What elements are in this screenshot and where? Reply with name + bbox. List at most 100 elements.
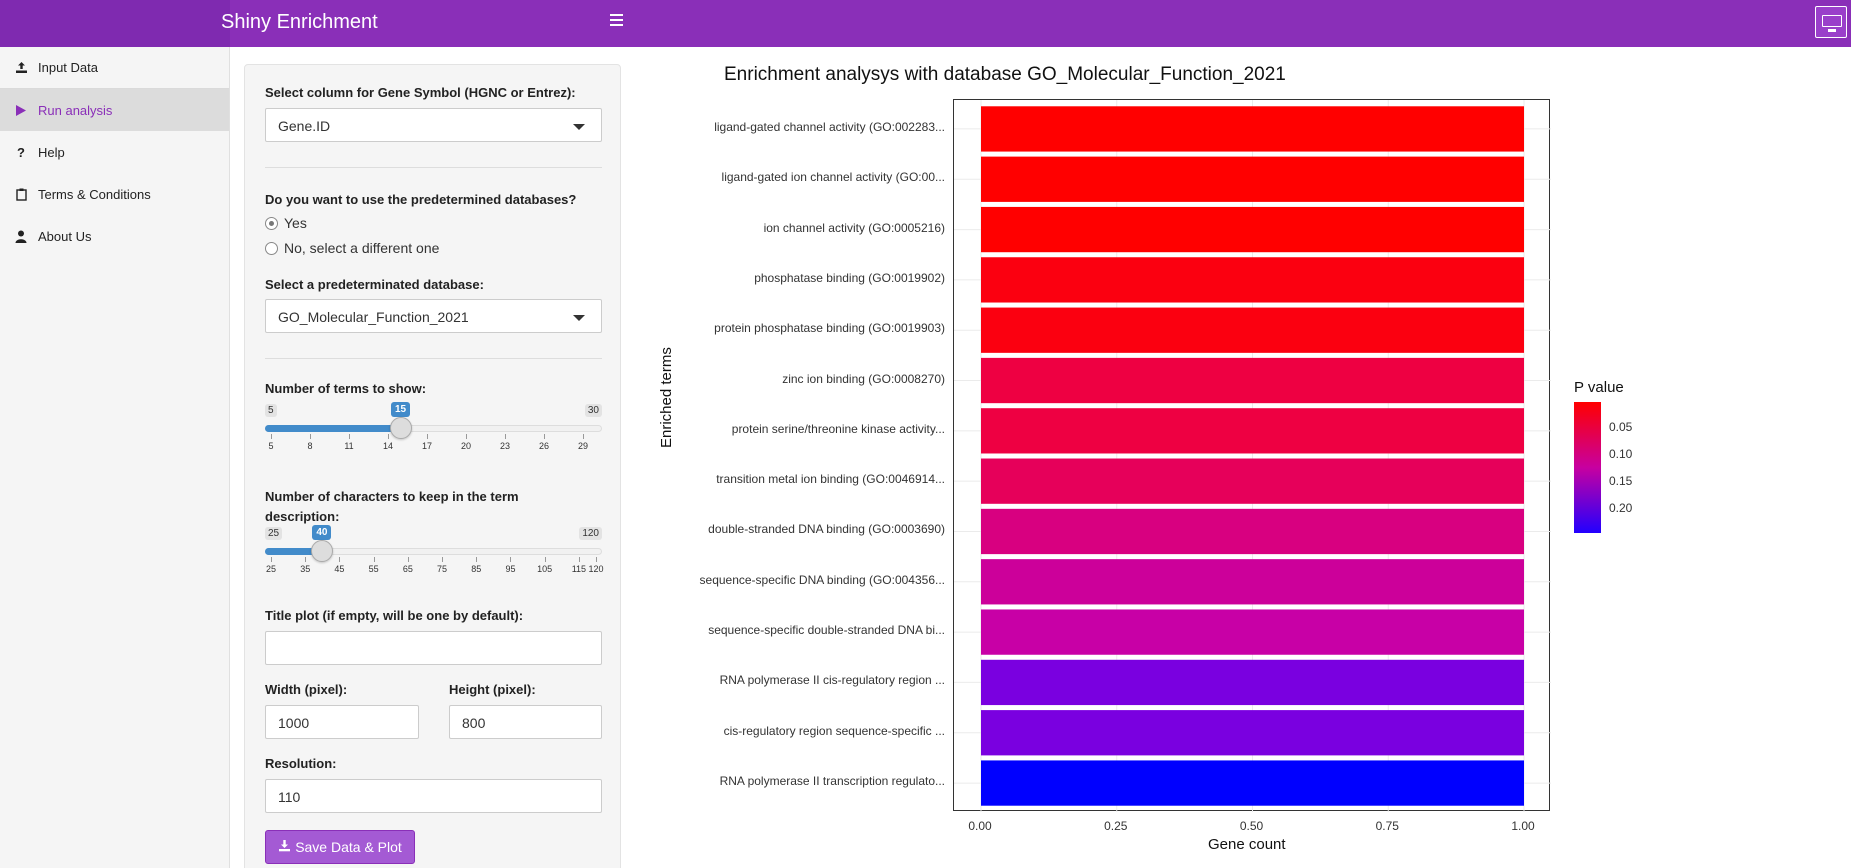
sidebar-item-label: Help xyxy=(38,144,65,160)
category-label: RNA polymerase II cis-regulatory region … xyxy=(719,673,945,688)
sidebar-item-label: Run analysis xyxy=(38,102,113,118)
height-input[interactable]: 800 xyxy=(449,705,602,739)
bar xyxy=(981,156,1524,202)
terms-slider[interactable]: 5 30 15 5 8 11 14 17 20 23 26 29 xyxy=(265,402,602,464)
database-select[interactable]: GO_Molecular_Function_2021 xyxy=(265,299,602,333)
slider-tick xyxy=(505,434,506,439)
legend-tick-label: 0.10 xyxy=(1609,447,1633,461)
divider xyxy=(265,358,602,359)
slider-tick xyxy=(442,557,444,562)
slider-tick-label: 17 xyxy=(421,441,433,451)
chars-label-line2: description: xyxy=(265,509,340,524)
resolution-input[interactable]: 110 xyxy=(265,779,602,813)
slider-tick xyxy=(544,557,546,562)
slider-min: 5 xyxy=(265,404,277,417)
bar xyxy=(981,508,1524,555)
radio-unchecked-icon xyxy=(265,241,278,255)
slider-tick xyxy=(305,557,307,562)
slider-tick xyxy=(310,434,311,439)
title-plot-label: Title plot (if empty, will be one by def… xyxy=(265,608,524,623)
chars-slider[interactable]: 25 120 40 25 35 45 55 65 75 85 95 105 115 120 xyxy=(265,525,604,587)
slider-tick-label: 8 xyxy=(307,441,313,451)
slider-tick-label: 65 xyxy=(402,564,413,574)
category-label: ligand-gated ion channel activity (GO:00… xyxy=(721,170,945,185)
slider-tick-label: 105 xyxy=(537,564,553,574)
slider-tick xyxy=(476,557,478,562)
resolution-label: Resolution: xyxy=(265,756,337,771)
x-tick-label: 0.75 xyxy=(1375,819,1399,833)
slider-tick-label: 14 xyxy=(382,441,394,451)
sidebar-item-terms[interactable]: Terms & Conditions xyxy=(0,173,229,215)
category-label: phosphatase binding (GO:0019902) xyxy=(754,270,945,285)
bar xyxy=(981,458,1524,504)
slider-tick xyxy=(339,557,341,562)
user-icon xyxy=(14,229,28,243)
university-logo-icon xyxy=(1815,6,1847,38)
radio-no[interactable]: No, select a different one xyxy=(265,240,439,256)
category-label: sequence-specific double-stranded DNA bi… xyxy=(708,623,945,638)
question-icon: ? xyxy=(17,144,25,160)
top-header: Shiny Enrichment xyxy=(0,0,1851,47)
slider-tick-label: 95 xyxy=(505,564,516,574)
app-title: Shiny Enrichment xyxy=(221,11,378,33)
slider-tick xyxy=(271,434,272,439)
title-plot-input[interactable] xyxy=(265,631,602,665)
bar xyxy=(981,307,1524,353)
category-label: ion channel activity (GO:0005216) xyxy=(763,220,945,235)
x-axis-label: Gene count xyxy=(1208,836,1286,853)
slider-tick xyxy=(349,434,350,439)
bar xyxy=(981,760,1524,806)
sidebar-item-run-analysis[interactable]: Run analysis xyxy=(0,89,229,131)
slider-tick-label: 120 xyxy=(588,564,604,574)
slider-tick-label: 5 xyxy=(268,441,274,451)
slider-tick xyxy=(466,434,467,439)
x-tick-label: 1.00 xyxy=(1511,819,1535,833)
database-value: GO_Molecular_Function_2021 xyxy=(278,309,469,325)
slider-tick-label: 23 xyxy=(499,441,511,451)
category-label: protein serine/threonine kinase activity… xyxy=(731,421,945,436)
slider-tick-label: 35 xyxy=(300,564,311,574)
slider-tick xyxy=(510,557,512,562)
slider-handle[interactable] xyxy=(390,417,412,439)
sidebar-item-help[interactable]: ? Help xyxy=(0,131,229,173)
y-axis-label: Enriched terms xyxy=(658,347,675,448)
slider-tick xyxy=(578,557,580,562)
sidebar-item-input-data[interactable]: Input Data xyxy=(0,47,229,89)
save-data-plot-button[interactable]: Save Data & Plot xyxy=(265,830,415,864)
sidebar: Input Data Run analysis ? Help Terms & C… xyxy=(0,47,230,868)
upload-icon xyxy=(14,61,28,75)
bar xyxy=(981,106,1524,152)
slider-tick-label: 25 xyxy=(265,564,277,574)
sidebar-item-label: Terms & Conditions xyxy=(38,186,151,202)
category-label: transition metal ion binding (GO:0046914… xyxy=(716,472,945,487)
category-label: RNA polymerase II transcription regulato… xyxy=(719,774,945,789)
radio-no-label: No, select a different one xyxy=(284,240,440,256)
slider-tick xyxy=(407,557,409,562)
gene-column-select[interactable]: Gene.ID xyxy=(265,108,602,142)
width-input[interactable]: 1000 xyxy=(265,705,419,739)
slider-tick-label: 20 xyxy=(460,441,472,451)
legend-title: P value xyxy=(1574,379,1624,396)
radio-yes-label: Yes xyxy=(284,215,307,231)
slider-tick-label: 26 xyxy=(538,441,550,451)
width-label: Width (pixel): xyxy=(265,682,348,697)
download-icon xyxy=(278,839,291,855)
plot-panel xyxy=(953,99,1551,812)
slider-tick xyxy=(388,434,389,439)
slider-handle[interactable] xyxy=(311,540,334,562)
chevron-down-icon xyxy=(573,124,585,130)
sidebar-item-about[interactable]: About Us xyxy=(0,215,229,257)
header-logo-area xyxy=(0,0,230,47)
slider-min: 25 xyxy=(265,527,283,540)
category-label: ligand-gated channel activity (GO:002283… xyxy=(714,119,945,134)
height-label: Height (pixel): xyxy=(449,682,536,697)
radio-yes[interactable]: Yes xyxy=(265,215,307,231)
bar xyxy=(981,206,1524,253)
bar xyxy=(981,710,1524,756)
menu-icon[interactable] xyxy=(610,11,623,29)
category-label: sequence-specific DNA binding (GO:004356… xyxy=(699,572,945,587)
slider-tick xyxy=(583,434,584,439)
clipboard-icon xyxy=(14,187,28,201)
bar xyxy=(981,659,1524,706)
chevron-down-icon xyxy=(573,315,585,321)
